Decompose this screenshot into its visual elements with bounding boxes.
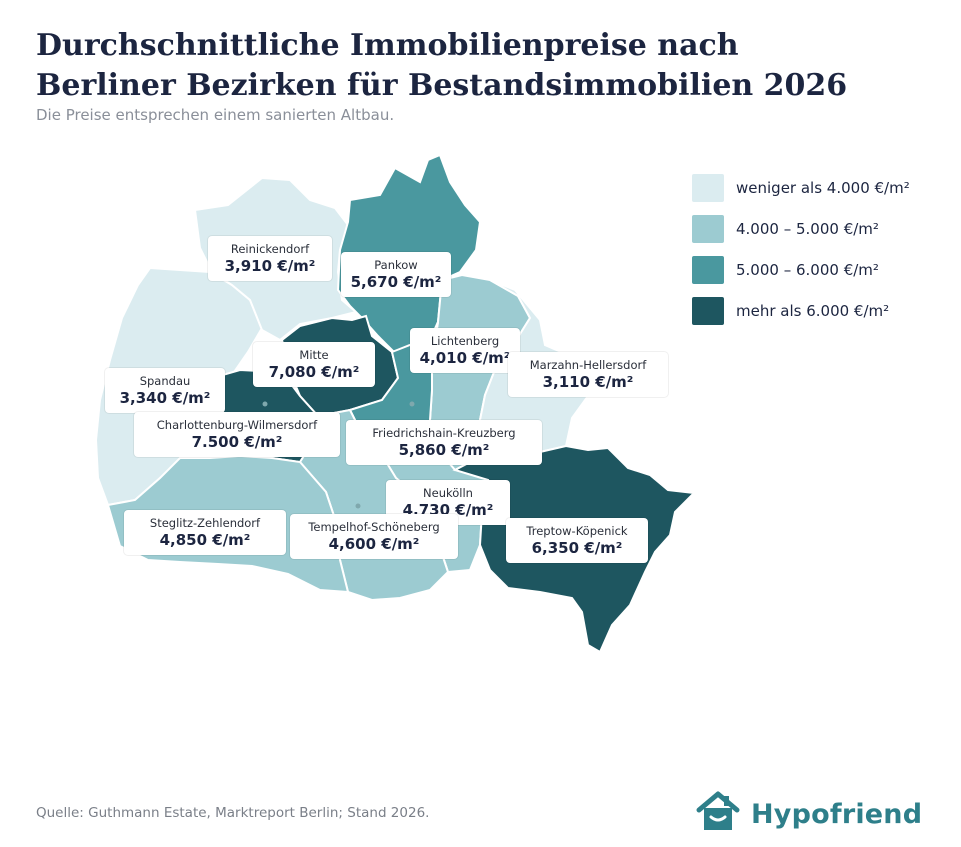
- district-name: Spandau: [139, 374, 191, 388]
- label-marzahn-hellersdorf: Marzahn-Hellersdorf 3,110 €/m²: [508, 352, 668, 397]
- district-price: 6,350 €/m²: [531, 539, 623, 557]
- house-icon: [695, 790, 741, 838]
- district-price: 4,850 €/m²: [159, 531, 251, 549]
- district-name: Pankow: [374, 258, 418, 272]
- brand-logo[interactable]: Hypofriend: [695, 790, 922, 838]
- district-price: 4,010 €/m²: [419, 349, 511, 367]
- label-reinickendorf: Reinickendorf 3,910 €/m²: [208, 236, 332, 281]
- district-name: Reinickendorf: [230, 242, 310, 256]
- label-pankow: Pankow 5,670 €/m²: [341, 252, 451, 297]
- label-steglitz-zehlendorf: Steglitz-Zehlendorf 4,850 €/m²: [124, 510, 286, 555]
- label-mitte: Mitte 7,080 €/m²: [253, 342, 375, 387]
- district-name: Charlottenburg-Wilmersdorf: [156, 418, 318, 432]
- district-price: 3,110 €/m²: [542, 373, 634, 391]
- label-friedrichshain-kreuzberg: Friedrichshain-Kreuzberg 5,860 €/m²: [346, 420, 542, 465]
- label-lichtenberg: Lichtenberg 4,010 €/m²: [410, 328, 520, 373]
- legend-item: mehr als 6.000 €/m²: [692, 297, 910, 325]
- district-price: 3,340 €/m²: [119, 389, 211, 407]
- district-name: Treptow-Köpenick: [526, 524, 628, 538]
- legend-item: 5.000 – 6.000 €/m²: [692, 256, 910, 284]
- legend-label: 5.000 – 6.000 €/m²: [736, 261, 879, 279]
- legend-swatch: [692, 174, 724, 202]
- district-name: Steglitz-Zehlendorf: [149, 516, 261, 530]
- label-tempelhof-schoeneberg: Tempelhof-Schöneberg 4,600 €/m²: [290, 514, 458, 559]
- brand-name: Hypofriend: [751, 798, 923, 830]
- legend: weniger als 4.000 €/m² 4.000 – 5.000 €/m…: [692, 174, 910, 338]
- legend-label: 4.000 – 5.000 €/m²: [736, 220, 879, 238]
- district-name: Lichtenberg: [430, 334, 500, 348]
- legend-item: weniger als 4.000 €/m²: [692, 174, 910, 202]
- centroid-dot: [355, 503, 361, 509]
- district-price: 7,080 €/m²: [268, 363, 360, 381]
- centroid-dot: [409, 401, 415, 407]
- legend-swatch: [692, 297, 724, 325]
- district-price: 7.500 €/m²: [191, 433, 283, 451]
- district-price: 5,860 €/m²: [398, 441, 490, 459]
- district-price: 4,600 €/m²: [328, 535, 420, 553]
- district-name: Neukölln: [423, 486, 473, 500]
- centroid-dot: [262, 401, 268, 407]
- legend-label: weniger als 4.000 €/m²: [736, 179, 910, 197]
- legend-item: 4.000 – 5.000 €/m²: [692, 215, 910, 243]
- district-name: Mitte: [299, 348, 329, 362]
- district-name: Tempelhof-Schöneberg: [308, 520, 440, 534]
- legend-swatch: [692, 256, 724, 284]
- label-charlottenburg-wilmersdorf: Charlottenburg-Wilmersdorf 7.500 €/m²: [134, 412, 340, 457]
- district-price: 3,910 €/m²: [224, 257, 316, 275]
- district-price: 5,670 €/m²: [350, 273, 442, 291]
- district-name: Marzahn-Hellersdorf: [529, 358, 647, 372]
- legend-swatch: [692, 215, 724, 243]
- legend-label: mehr als 6.000 €/m²: [736, 302, 890, 320]
- label-treptow-koepenick: Treptow-Köpenick 6,350 €/m²: [506, 518, 648, 563]
- subtitle: Die Preise entsprechen einem sanierten A…: [36, 106, 395, 124]
- source-note: Quelle: Guthmann Estate, Marktreport Ber…: [36, 805, 430, 821]
- page-title: Durchschnittliche Immobilienpreise nach …: [36, 28, 848, 103]
- label-spandau: Spandau 3,340 €/m²: [105, 368, 225, 413]
- district-name: Friedrichshain-Kreuzberg: [372, 426, 516, 440]
